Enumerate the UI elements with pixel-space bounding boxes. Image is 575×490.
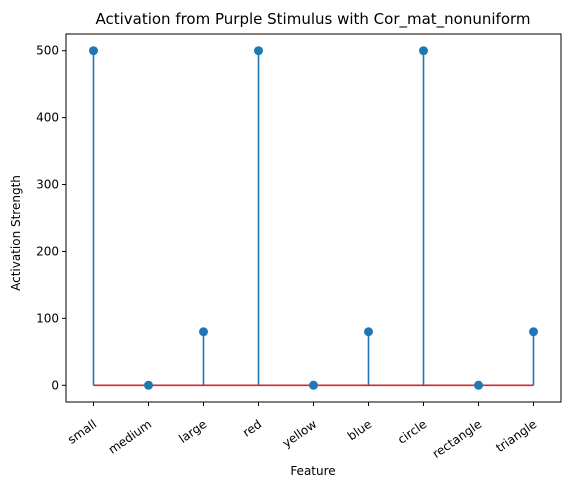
x-tick-label: triangle <box>493 417 539 455</box>
x-tick-label: circle <box>395 417 429 447</box>
y-tick-label: 500 <box>36 44 59 58</box>
plot-area: 0 100 200 300 400 500 small medium large red yello… <box>36 33 562 461</box>
axes-frame <box>65 33 562 403</box>
stem-marker <box>89 46 98 56</box>
x-tick-label: small <box>65 417 99 447</box>
y-tick-label: 200 <box>36 244 59 258</box>
x-tick-label: blue <box>345 417 374 443</box>
stem-marker <box>199 327 208 337</box>
stem-marker <box>474 380 483 390</box>
x-tick-label: medium <box>106 417 154 457</box>
stem-marker <box>364 327 373 337</box>
x-tick-label: yellow <box>280 417 320 451</box>
y-tick-label: 100 <box>36 311 59 325</box>
stem-marker <box>419 46 428 56</box>
chart-title: Activation from Purple Stimulus with Cor… <box>95 10 530 29</box>
x-tick-label: large <box>176 417 209 446</box>
y-tick-label: 400 <box>36 111 59 125</box>
y-tick-label: 300 <box>36 178 59 192</box>
y-tick-label: 0 <box>51 378 59 392</box>
stem-marker <box>254 46 263 56</box>
stem-marker <box>529 327 538 337</box>
x-axis-label: Feature <box>290 464 335 478</box>
x-tick-label: red <box>240 417 264 440</box>
y-axis-label: Activation Strength <box>9 175 23 291</box>
x-tick-label: rectangle <box>430 417 484 461</box>
stem-marker <box>309 380 318 390</box>
stem-marker <box>144 380 153 390</box>
